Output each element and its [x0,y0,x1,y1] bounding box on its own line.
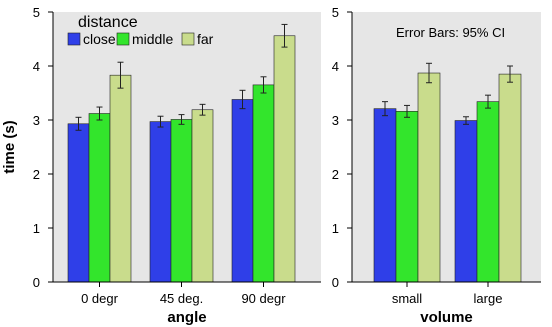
angle-x-tick-label: 45 deg. [160,291,203,306]
error-bar-90-degr-close [239,89,246,110]
legend-swatch-close [67,32,81,46]
error-bar-45-deg-middle [178,114,185,125]
angle-y-tick-label: 0 [33,275,40,290]
volume-x-tick-label: large [474,291,503,306]
volume-y-tick-label: 2 [332,167,339,182]
error-bar-large-far [507,65,513,83]
bar-small-far [417,72,441,283]
volume-panel: 0 1 2 3 4 5 small large volume Error Bars: 95%… [332,5,541,326]
error-bar-large-middle [485,94,491,109]
volume-y-axis: 0 1 2 3 4 5 [332,5,353,290]
angle-x-axis: 0 degr 45 deg. 90 degr [53,281,321,306]
volume-x-tick-label: small [392,291,422,306]
angle-bars [67,23,296,283]
bar-small-middle [395,111,419,283]
volume-x-axis: small large [352,281,541,306]
error-bar-small-close [382,101,388,117]
bar-90-degr-close [231,99,254,283]
error-bar-0-degr-far [117,61,124,89]
angle-y-tick-label: 4 [33,59,40,74]
error-bar-0-degr-middle [96,106,103,121]
bar-large-close [454,120,478,283]
error-bar-small-far [426,62,432,84]
error-bar-small-middle [404,104,410,118]
error-bar-large-close [463,116,469,125]
angle-y-tick-label: 3 [33,113,40,128]
angle-x-tick-label: 90 degr [241,291,286,306]
angle-x-tick-label: 0 degr [81,291,119,306]
angle-y-axis: 0 1 2 3 4 5 [33,5,54,290]
legend-label-close: close [83,31,116,47]
angle-y-tick-label: 2 [33,167,40,182]
error-bar-90-degr-middle [260,76,267,94]
error-bar-45-deg-far [199,103,206,116]
bar-0-degr-far [109,74,132,283]
error-bar-0-degr-close [75,116,82,131]
bar-45-deg-far [191,109,214,283]
legend: distance close middle far [67,14,214,47]
legend-label-middle: middle [132,31,173,47]
legend-label-far: far [197,31,214,47]
legend-swatch-far [181,32,195,46]
bar-0-degr-close [67,123,90,283]
volume-y-tick-label: 5 [332,5,339,20]
bar-45-deg-close [149,121,172,283]
bar-small-close [373,108,397,283]
bar-45-deg-middle [170,119,193,283]
angle-panel: 0 1 2 3 4 5 0 degr 45 deg. 90 degr angle time (… [1,5,321,326]
angle-y-tick-label: 5 [33,5,40,20]
error-bar-45-deg-close [157,115,164,128]
volume-y-tick-label: 3 [332,113,339,128]
legend-swatch-middle [116,32,130,46]
volume-bars [373,62,522,283]
angle-x-axis-title: angle [167,309,206,326]
bar-large-far [498,73,522,283]
bar-90-degr-middle [252,84,275,283]
legend-title: distance [78,14,138,31]
bar-90-degr-far [273,35,296,283]
y-axis-title: time (s) [1,120,18,173]
bar-0-degr-middle [88,113,111,283]
volume-x-axis-title: volume [420,309,473,326]
volume-y-tick-label: 4 [332,59,339,74]
angle-y-tick-label: 1 [33,221,40,236]
bar-large-middle [476,101,500,283]
error-bar-90-degr-far [281,23,288,48]
volume-y-tick-label: 1 [332,221,339,236]
volume-y-tick-label: 0 [332,275,339,290]
error-bars-annotation: Error Bars: 95% CI [396,25,505,40]
